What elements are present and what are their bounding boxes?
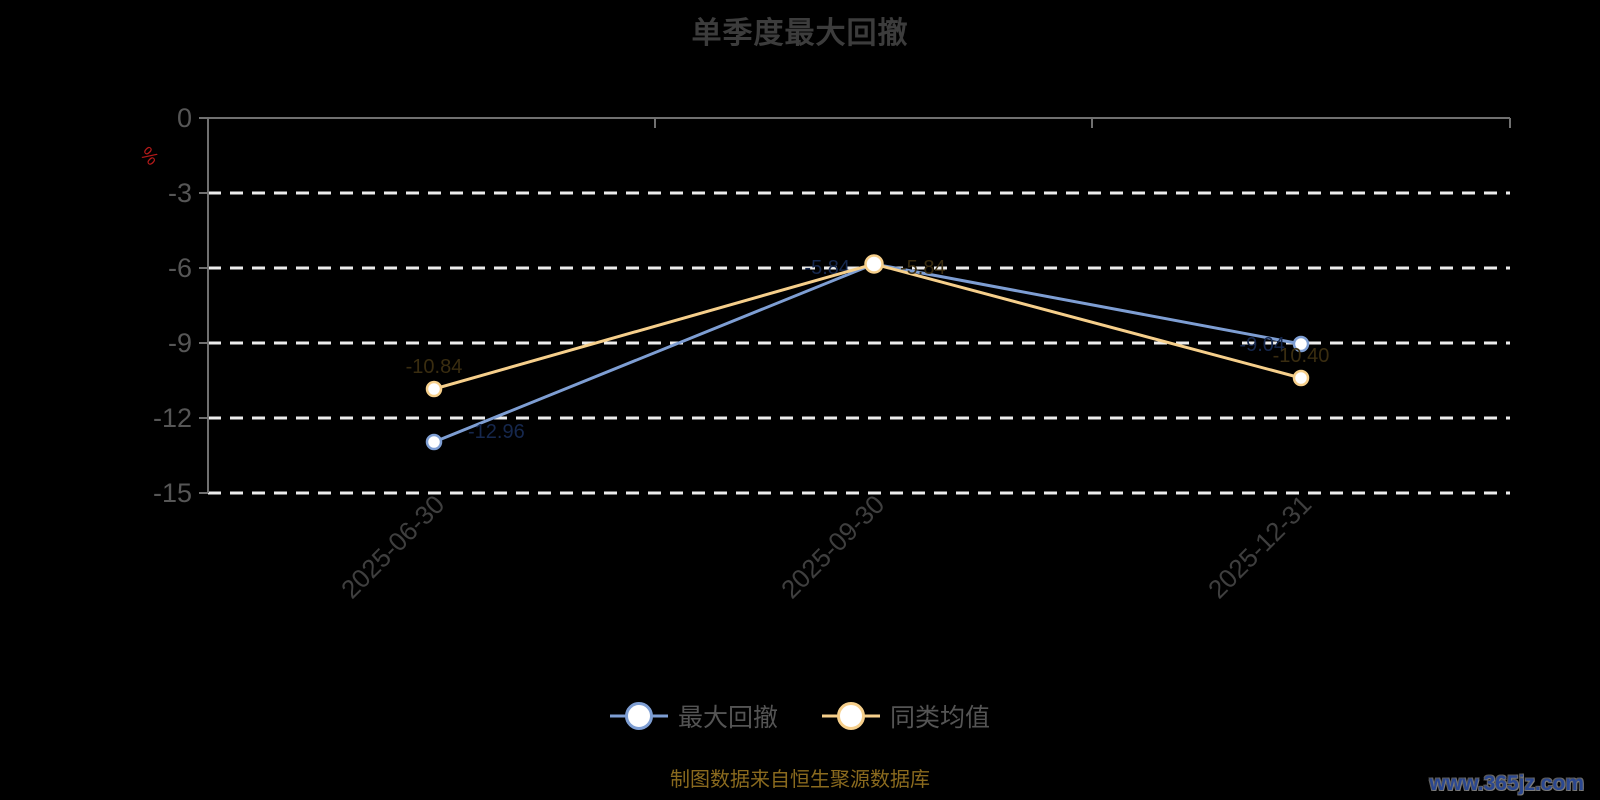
y-axis-labels: 0 -3 -6 -9 -12 -15	[153, 103, 192, 508]
site-watermark[interactable]: www.365jz.com	[1429, 772, 1584, 795]
legend-marker-icon	[822, 702, 880, 730]
point-value-label: -5.84	[900, 257, 946, 279]
axes	[199, 117, 1511, 494]
point-value-label: -12.96	[468, 421, 525, 443]
y-tick-label: -15	[153, 478, 192, 508]
y-tick-label: -6	[168, 253, 192, 283]
data-point-marker	[1292, 369, 1310, 387]
x-tick-label: 2025-06-30	[335, 489, 450, 604]
gridlines	[208, 191, 1510, 495]
data-point-marker	[425, 433, 443, 451]
x-tick-label: 2025-12-31	[1202, 489, 1317, 604]
legend: 最大回撤 同类均值	[0, 698, 1600, 734]
series-同类均值: -10.84 -5.84 -10.40	[406, 254, 1330, 398]
legend-item-同类均值[interactable]: 同类均值	[822, 698, 990, 734]
y-tick-label: -12	[153, 403, 192, 433]
point-value-label: -10.40	[1273, 345, 1330, 367]
data-source-note: 制图数据来自恒生聚源数据库	[670, 769, 930, 791]
legend-label: 最大回撤	[677, 704, 778, 732]
y-tick-label: -3	[168, 178, 192, 208]
series-line	[433, 262, 1302, 391]
x-axis-labels: 2025-06-30 2025-09-30 2025-12-31	[335, 489, 1317, 604]
legend-item-最大回撤[interactable]: 最大回撤	[609, 698, 778, 734]
legend-marker-icon	[609, 702, 668, 730]
data-point-marker	[1292, 335, 1310, 353]
x-tick-label: 2025-09-30	[775, 489, 890, 604]
data-point-marker	[864, 254, 884, 274]
chart-title: 单季度最大回撤	[691, 17, 909, 50]
point-value-label: -10.84	[406, 356, 463, 378]
legend-label: 同类均值	[890, 704, 991, 732]
data-point-marker	[425, 380, 443, 398]
point-value-label: -5.84	[804, 257, 850, 279]
point-value-label: -9.04	[1239, 334, 1285, 356]
y-tick-label: 0	[177, 103, 192, 133]
y-tick-label: -9	[168, 328, 192, 358]
